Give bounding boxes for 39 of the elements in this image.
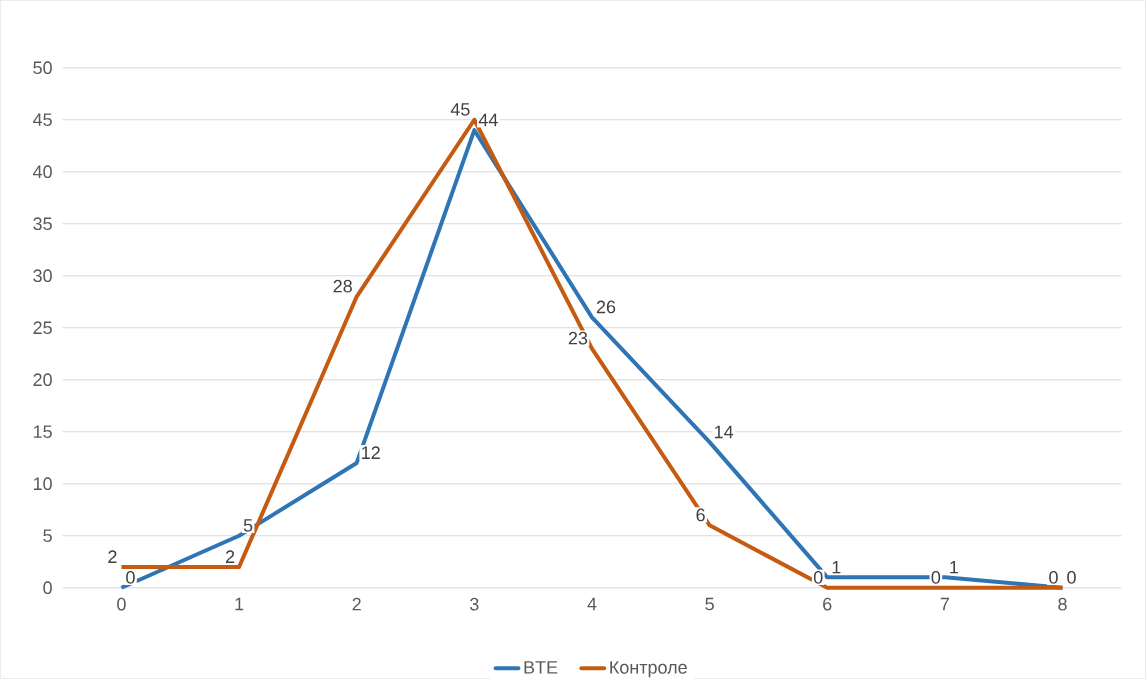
data-label: 1 [832,560,841,574]
y-tick-label: 30 [33,269,52,283]
x-tick-label: 2 [352,597,361,611]
data-label: 0 [1049,571,1058,584]
data-label: 0 [1067,571,1076,584]
data-label: 0 [813,571,823,584]
x-tick-label: 3 [470,597,479,611]
y-tick-label: 15 [33,425,52,439]
y-tick-label: 20 [33,373,52,387]
y-tick-label: 5 [43,529,52,543]
x-tick-label: 5 [705,597,714,611]
y-tick-label: 35 [33,217,52,231]
y-tick-label: 10 [33,477,52,491]
data-label: 23 [568,331,588,345]
x-tick-label: 6 [823,597,832,611]
data-label: 2 [225,550,235,563]
data-label: 12 [362,446,380,459]
legend-label: BTE [524,661,558,674]
y-tick-label: 50 [33,61,52,75]
data-label: 6 [696,508,705,522]
data-label: 26 [596,300,616,314]
y-tick-label: 40 [32,165,52,179]
y-tick-label: 25 [33,321,52,335]
x-tick-label: 8 [1058,597,1067,611]
data-label: 28 [333,279,352,293]
legend-label: Контроле [610,661,687,678]
x-tick-label: 7 [940,597,949,611]
data-label: 0 [931,571,941,584]
x-tick-label: 4 [587,597,597,611]
x-tick-label: 1 [235,597,244,611]
y-tick-label: 45 [32,113,52,127]
y-tick-label: 0 [43,581,52,595]
x-tick-label: 0 [117,597,126,611]
data-label: 45 [450,103,470,116]
data-label: 0 [126,571,135,584]
data-label: 5 [243,519,253,532]
data-label: 14 [714,425,734,439]
data-label: 1 [950,560,958,574]
data-label: 2 [108,550,117,563]
